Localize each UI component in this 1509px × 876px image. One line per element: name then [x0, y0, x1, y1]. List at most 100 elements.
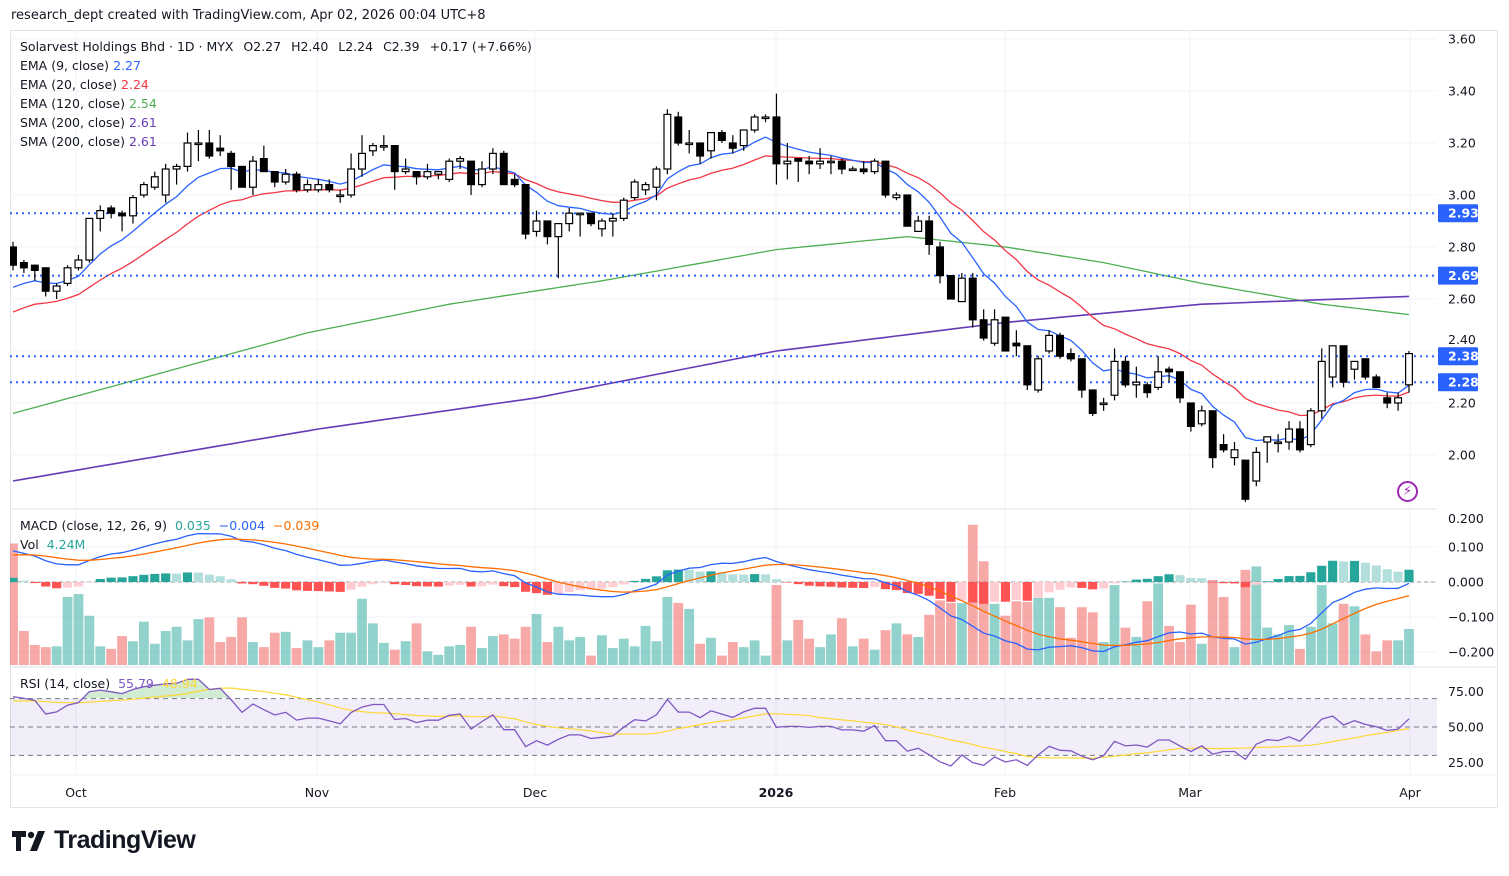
candle[interactable]: [52, 283, 61, 299]
candle[interactable]: [118, 210, 127, 232]
candle[interactable]: [1001, 316, 1010, 352]
candle[interactable]: [936, 241, 945, 284]
candle[interactable]: [1328, 345, 1337, 388]
candle[interactable]: [1110, 348, 1119, 401]
candle[interactable]: [1143, 382, 1152, 398]
candle[interactable]: [761, 114, 770, 123]
legend-volume[interactable]: Vol 4.24M: [20, 535, 323, 554]
candle[interactable]: [1405, 351, 1413, 393]
candle[interactable]: [1121, 356, 1130, 388]
candle[interactable]: [554, 223, 563, 279]
candle[interactable]: [619, 197, 628, 221]
candle[interactable]: [1350, 360, 1359, 380]
candle[interactable]: [1208, 410, 1217, 468]
candle[interactable]: [750, 114, 759, 133]
candle[interactable]: [663, 109, 672, 175]
candle[interactable]: [161, 163, 170, 203]
candle[interactable]: [85, 217, 94, 263]
candle[interactable]: [390, 145, 399, 190]
candle[interactable]: [401, 158, 410, 175]
candle[interactable]: [1165, 366, 1174, 383]
candle[interactable]: [336, 189, 345, 203]
candle[interactable]: [685, 130, 694, 154]
candle[interactable]: [499, 150, 508, 186]
candle[interactable]: [1306, 408, 1315, 448]
candle[interactable]: [150, 171, 159, 190]
legend-ema120[interactable]: EMA (120, close) 2.54: [20, 94, 538, 113]
candle[interactable]: [696, 142, 705, 164]
candle[interactable]: [794, 158, 803, 182]
candle[interactable]: [248, 156, 257, 195]
candle[interactable]: [641, 182, 650, 195]
candle[interactable]: [379, 135, 388, 151]
symbol-title[interactable]: Solarvest Holdings Bhd · 1D · MYX: [20, 39, 234, 54]
candle[interactable]: [608, 213, 617, 237]
candle[interactable]: [41, 267, 50, 297]
candle[interactable]: [347, 153, 356, 198]
candle[interactable]: [30, 264, 39, 281]
candle[interactable]: [1197, 405, 1206, 427]
legend-ema20[interactable]: EMA (20, close) 2.24: [20, 75, 538, 94]
candle[interactable]: [772, 93, 781, 185]
candle[interactable]: [1012, 330, 1021, 357]
lightning-icon[interactable]: ⚡: [1397, 481, 1418, 502]
candle[interactable]: [238, 165, 247, 188]
candle[interactable]: [1154, 356, 1163, 390]
candle[interactable]: [194, 130, 203, 162]
candle[interactable]: [1295, 421, 1304, 453]
candle[interactable]: [848, 166, 857, 172]
candle[interactable]: [1175, 371, 1184, 403]
legend-ema9[interactable]: EMA (9, close) 2.27: [20, 56, 538, 75]
candle[interactable]: [532, 210, 541, 237]
tradingview-logo[interactable]: TradingView: [12, 826, 196, 855]
candle[interactable]: [1339, 345, 1348, 388]
candle[interactable]: [445, 158, 454, 182]
candle[interactable]: [1186, 402, 1195, 432]
candle[interactable]: [783, 143, 792, 180]
candle[interactable]: [826, 156, 835, 175]
candle[interactable]: [96, 205, 105, 232]
candle[interactable]: [1361, 358, 1370, 380]
candle[interactable]: [325, 179, 334, 193]
candle[interactable]: [717, 130, 726, 143]
candle[interactable]: [1056, 332, 1064, 359]
candle[interactable]: [314, 179, 323, 193]
candle[interactable]: [74, 254, 83, 271]
candle[interactable]: [1066, 348, 1075, 362]
candle[interactable]: [1317, 348, 1326, 419]
candle[interactable]: [1099, 397, 1108, 411]
candle[interactable]: [1219, 434, 1228, 453]
candle[interactable]: [674, 111, 683, 146]
candle[interactable]: [107, 205, 116, 219]
candle[interactable]: [1241, 459, 1250, 502]
candle[interactable]: [423, 163, 432, 180]
candle[interactable]: [270, 171, 279, 188]
candle[interactable]: [914, 215, 923, 232]
candle[interactable]: [630, 179, 639, 201]
candle[interactable]: [368, 143, 377, 156]
candle[interactable]: [565, 208, 574, 232]
candle[interactable]: [946, 275, 955, 300]
candle[interactable]: [467, 160, 476, 195]
candle[interactable]: [881, 160, 890, 198]
candle[interactable]: [968, 273, 977, 328]
rsi-legend[interactable]: RSI (14, close) 55.79 48.94: [20, 674, 202, 693]
candle[interactable]: [510, 174, 519, 188]
legend-sma200-2[interactable]: SMA (200, close) 2.61: [20, 132, 538, 151]
candle[interactable]: [870, 158, 879, 175]
candle[interactable]: [1274, 434, 1283, 453]
candle[interactable]: [292, 171, 301, 193]
candle[interactable]: [587, 212, 596, 227]
candle[interactable]: [707, 132, 715, 159]
candle[interactable]: [859, 161, 868, 175]
candle[interactable]: [456, 156, 465, 169]
candle[interactable]: [576, 212, 585, 237]
candle[interactable]: [805, 156, 814, 175]
candle[interactable]: [979, 309, 988, 341]
candle[interactable]: [1263, 436, 1272, 463]
candle[interactable]: [728, 135, 737, 154]
candle[interactable]: [434, 171, 443, 180]
candle[interactable]: [216, 135, 225, 156]
candle[interactable]: [597, 218, 606, 237]
